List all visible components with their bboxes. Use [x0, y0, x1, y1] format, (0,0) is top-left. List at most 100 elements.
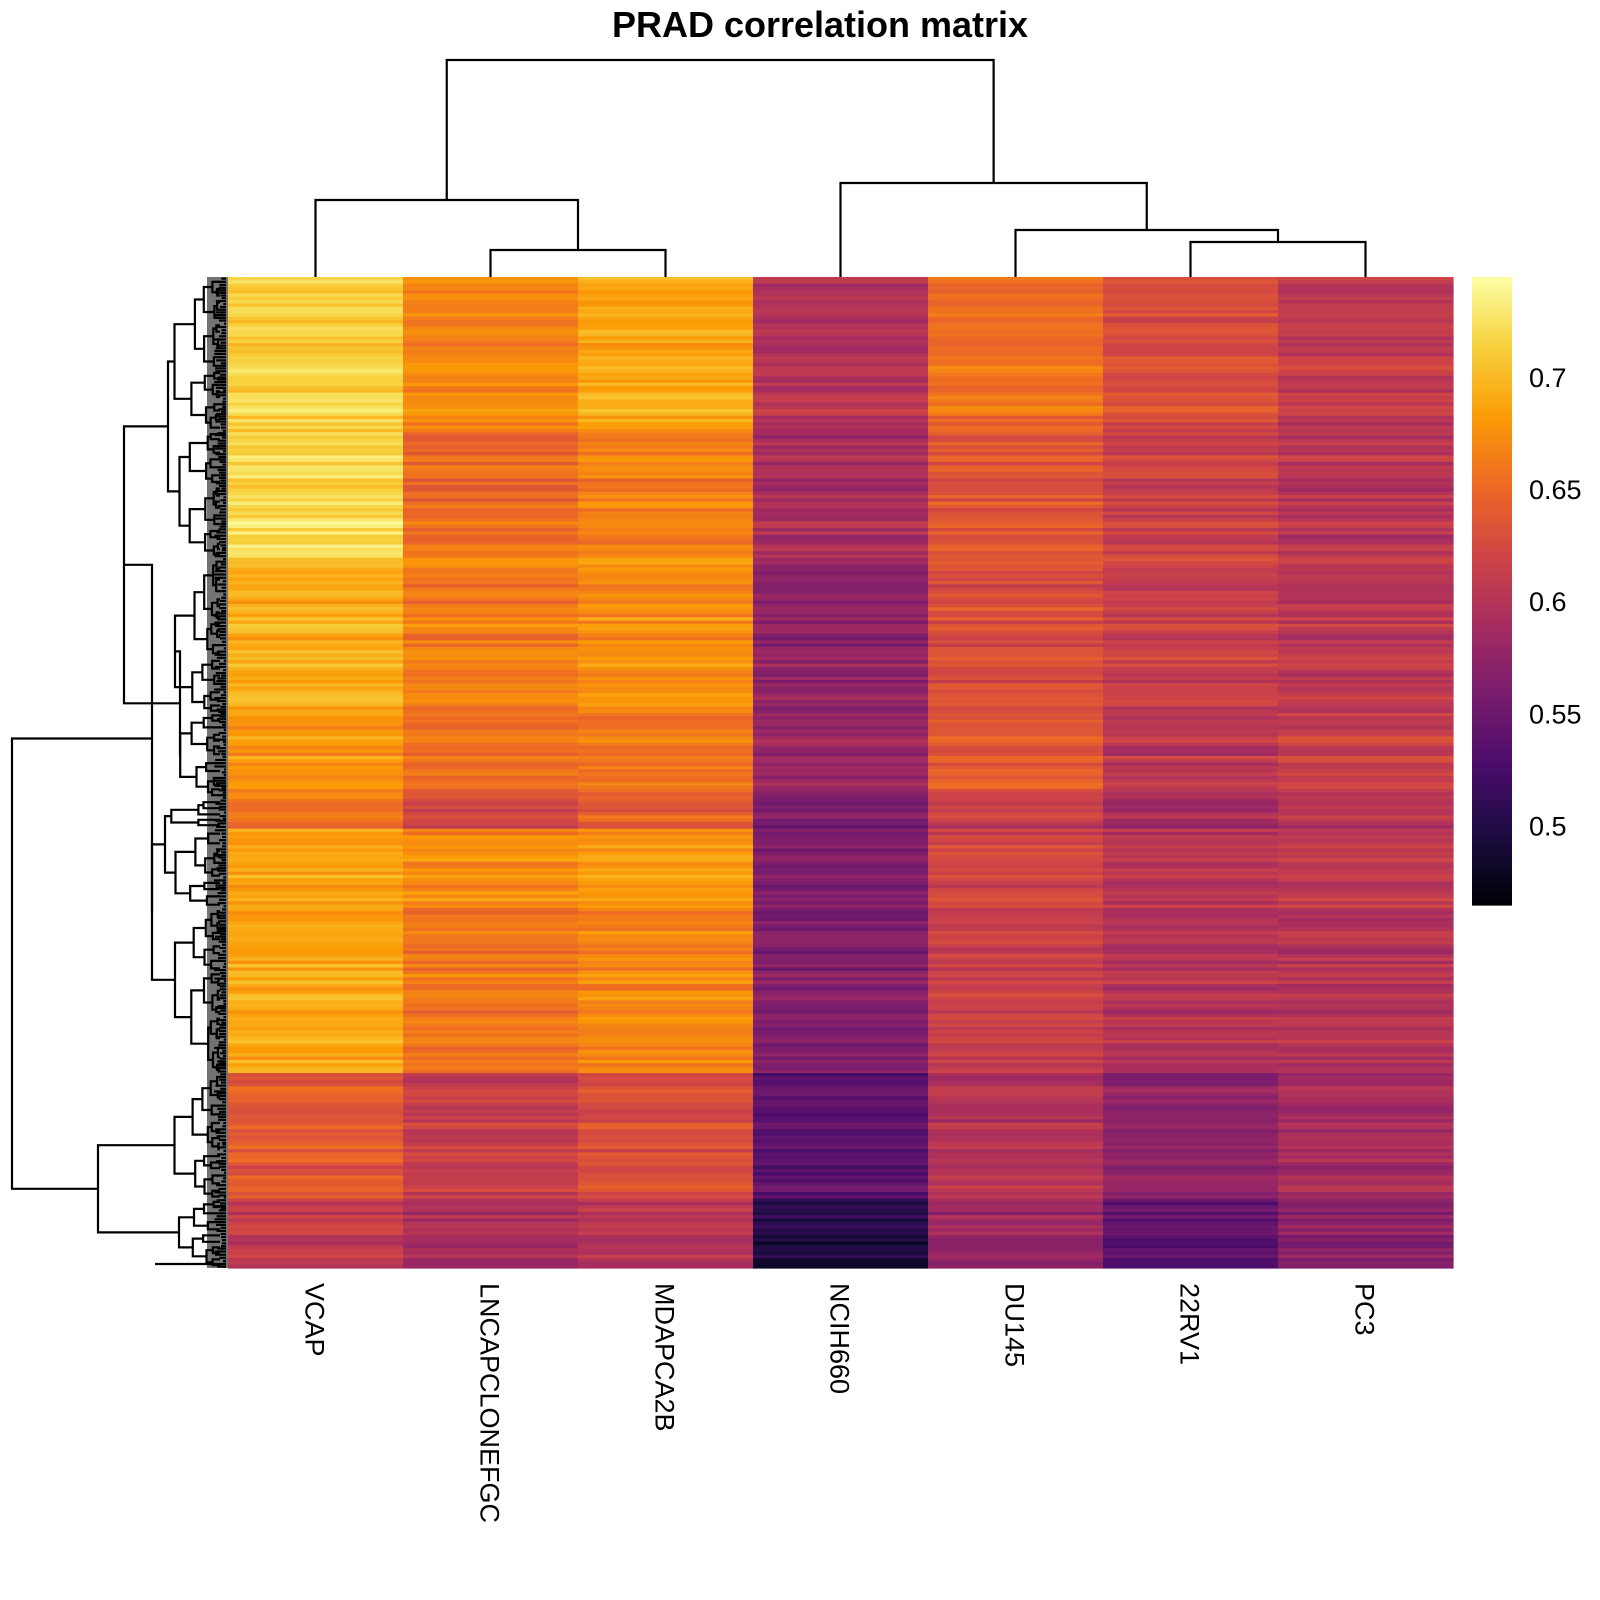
- heatmap-cell: [228, 554, 404, 559]
- heatmap-cell: [928, 650, 1104, 655]
- heatmap-cell: [1278, 1007, 1454, 1011]
- heatmap-cell: [403, 974, 579, 978]
- heatmap-cell: [403, 957, 579, 962]
- heatmap-cell: [403, 937, 579, 942]
- heatmap-cell: [228, 326, 404, 331]
- colorbar-swatch: [1472, 413, 1512, 419]
- heatmap-cell: [228, 937, 404, 942]
- heatmap-cell: [1103, 874, 1279, 879]
- heatmap-cell: [1103, 1125, 1279, 1130]
- heatmap-cell: [578, 584, 754, 589]
- heatmap-cell: [1278, 1264, 1454, 1269]
- heatmap-cell: [403, 465, 579, 470]
- heatmap-cell: [403, 481, 579, 486]
- heatmap-cell: [753, 594, 929, 599]
- heatmap-cell: [1278, 1139, 1454, 1144]
- heatmap-cell: [403, 1248, 579, 1253]
- heatmap-cell: [1278, 921, 1454, 926]
- heatmap-cell: [928, 528, 1104, 532]
- heatmap-cell: [1278, 428, 1454, 433]
- heatmap-cell: [753, 950, 929, 955]
- heatmap-cell: [228, 689, 404, 694]
- heatmap-cell: [228, 1010, 404, 1015]
- heatmap-cell: [928, 967, 1104, 972]
- heatmap-cell: [753, 310, 929, 314]
- heatmap-cell: [753, 584, 929, 589]
- heatmap-cell: [928, 1106, 1104, 1111]
- heatmap-cell: [1103, 1155, 1279, 1160]
- heatmap-cell: [753, 537, 929, 542]
- heatmap-cell: [403, 319, 579, 324]
- heatmap-cell: [1278, 888, 1454, 893]
- heatmap-cell: [578, 1102, 754, 1107]
- heatmap-cell: [1278, 504, 1454, 509]
- heatmap-cell: [403, 1106, 579, 1111]
- heatmap-cell: [1103, 990, 1279, 995]
- heatmap-cell: [1278, 1046, 1454, 1051]
- heatmap-cell: [928, 597, 1104, 602]
- heatmap-cell: [753, 983, 929, 988]
- heatmap-cell: [1278, 736, 1454, 741]
- heatmap-cell: [1103, 524, 1279, 529]
- heatmap-cell: [1103, 577, 1279, 582]
- heatmap-cell: [1103, 729, 1279, 734]
- heatmap-cell: [1103, 1135, 1279, 1140]
- heatmap-cell: [578, 960, 754, 965]
- heatmap-cell: [1278, 1178, 1454, 1183]
- heatmap-cell: [403, 676, 579, 681]
- heatmap-cell: [228, 1155, 404, 1160]
- heatmap-cell: [753, 1129, 929, 1134]
- heatmap-cell: [578, 683, 754, 688]
- heatmap-cell: [928, 713, 1104, 717]
- heatmap-cell: [928, 1020, 1104, 1025]
- heatmap-cell: [403, 1231, 579, 1236]
- heatmap-cell: [928, 1175, 1104, 1180]
- column-label: DU145: [1000, 1283, 1030, 1367]
- heatmap-cell: [1278, 1244, 1454, 1249]
- heatmap-cell: [1278, 716, 1454, 721]
- heatmap-cell: [1103, 1056, 1279, 1061]
- heatmap-cell: [1103, 1030, 1279, 1035]
- heatmap-cell: [403, 1165, 579, 1170]
- heatmap-cell: [228, 650, 404, 655]
- heatmap-cell: [753, 571, 929, 575]
- heatmap-cell: [228, 1112, 404, 1117]
- heatmap-cell: [403, 831, 579, 836]
- colorbar-swatch: [1472, 700, 1512, 707]
- heatmap-cell: [228, 759, 404, 764]
- column-label: PC3: [1350, 1283, 1380, 1336]
- heatmap-cell: [403, 557, 579, 562]
- heatmap-cell: [753, 640, 929, 645]
- heatmap-cell: [578, 1165, 754, 1170]
- heatmap-cell: [1103, 901, 1279, 906]
- heatmap-cell: [1103, 706, 1279, 711]
- heatmap-cell: [1103, 356, 1279, 361]
- heatmap-cell: [1278, 1010, 1454, 1015]
- heatmap-cell: [578, 924, 754, 929]
- heatmap-cell: [1103, 835, 1279, 840]
- heatmap-cell: [403, 369, 579, 374]
- colorbar-swatch: [1472, 297, 1512, 304]
- heatmap-cell: [578, 471, 754, 476]
- heatmap-cell: [1103, 1238, 1279, 1243]
- heatmap-cell: [228, 580, 404, 585]
- heatmap-cell: [228, 726, 404, 731]
- heatmap-cell: [403, 630, 579, 635]
- heatmap-cell: [753, 798, 929, 803]
- colorbar-swatch: [1472, 277, 1512, 283]
- heatmap-cell: [578, 514, 754, 519]
- heatmap-cell: [928, 831, 1104, 836]
- column-labels: VCAP LNCAPCLONEFGC MDAPCA2B NCIH660 DU145 22R…: [300, 1283, 1380, 1523]
- heatmap-cell: [403, 554, 579, 559]
- heatmap-cell: [753, 564, 929, 569]
- heatmap-cell: [1278, 835, 1454, 840]
- heatmap-cell: [228, 676, 404, 681]
- heatmap-cell: [1278, 405, 1454, 410]
- heatmap-cell: [578, 719, 754, 724]
- heatmap-cell: [578, 633, 754, 638]
- heatmap-cell: [228, 336, 404, 341]
- heatmap-cell: [1103, 940, 1279, 945]
- heatmap-cell: [403, 293, 579, 298]
- heatmap-cell: [228, 544, 404, 549]
- heatmap-cell: [1103, 779, 1279, 784]
